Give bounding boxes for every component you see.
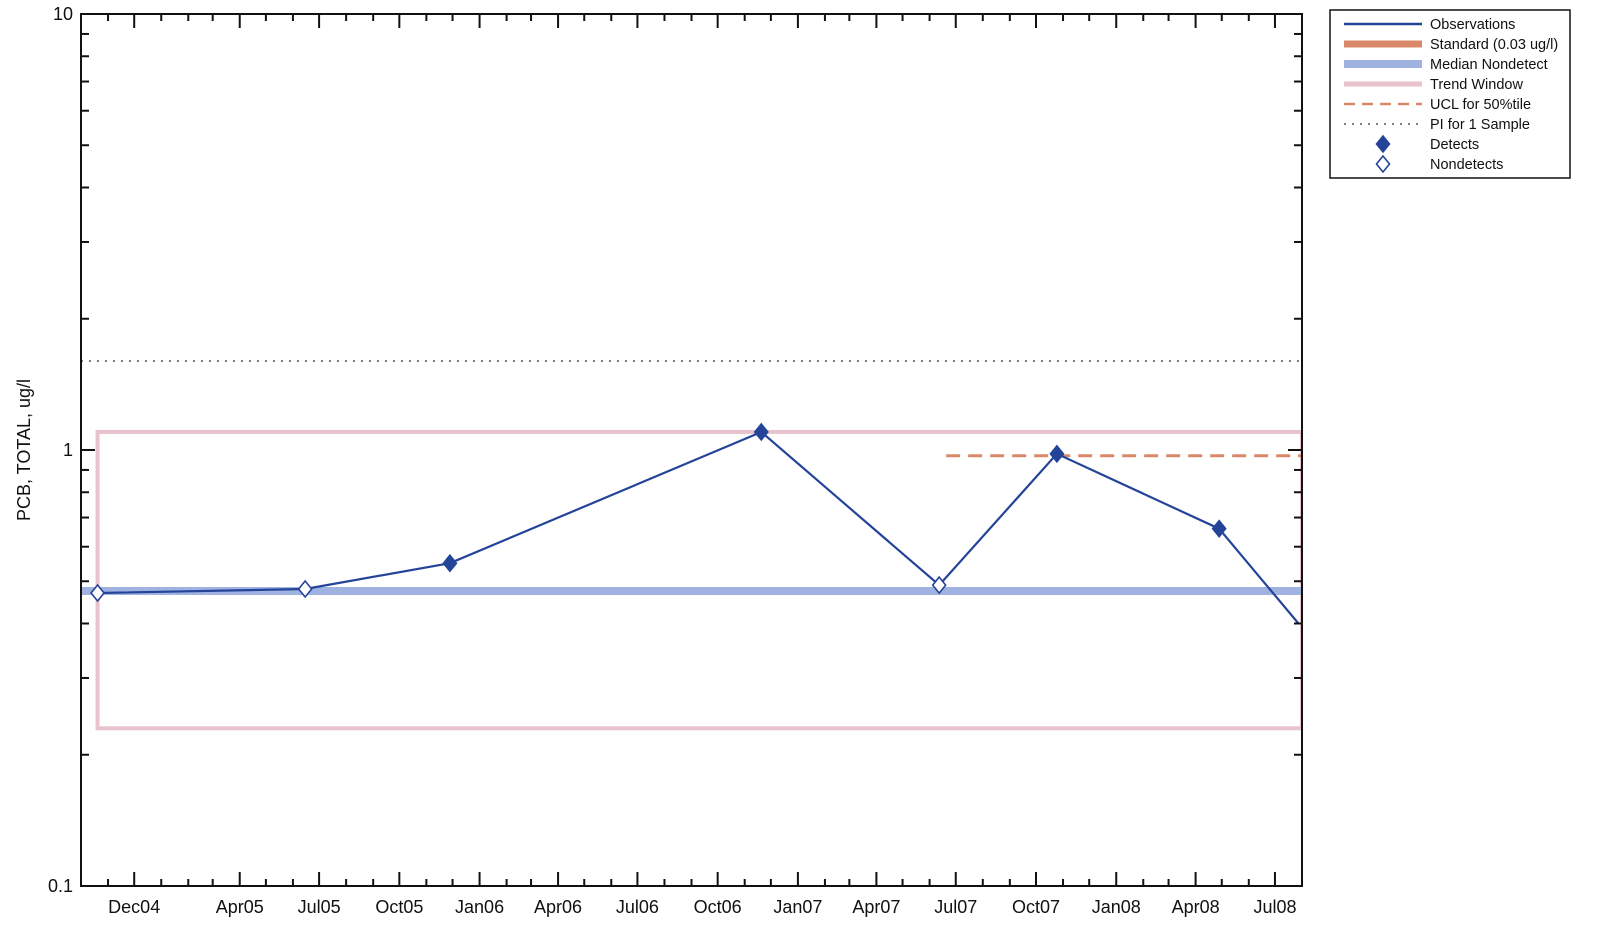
trend-window-box [95,429,1302,731]
legend-label: Trend Window [1430,77,1523,93]
legend-marker [1375,134,1391,154]
y-tick-label: 1 [63,440,73,460]
legend-label: Observations [1430,17,1515,33]
observations-line [97,430,1300,625]
x-tick-label: Jan06 [455,897,504,917]
x-tick-label: Oct05 [375,897,423,917]
x-tick-label: Dec04 [108,897,160,917]
nondetect-marker [297,579,313,599]
x-tick-label: Oct07 [1012,897,1060,917]
detect-marker [1049,444,1065,464]
nondetect-marker [931,575,947,595]
legend: Observations Standard (0.03 ug/l) Median N… [1329,9,1571,179]
legend-label: PI for 1 Sample [1430,117,1530,133]
x-tick-label: Oct06 [694,897,742,917]
y-tick-label: 10 [53,4,73,24]
legend-marker [1375,154,1391,174]
x-tick-label: Apr05 [216,897,264,917]
x-tick-label: Jul05 [298,897,341,917]
legend-label: Standard (0.03 ug/l) [1430,37,1558,53]
detect-marker [442,553,458,573]
x-tick-label: Jul08 [1253,897,1296,917]
plot-frame [80,13,1303,887]
legend-label: Median Nondetect [1430,57,1548,73]
y-tick-label: 0.1 [48,876,73,896]
legend-label: Detects [1430,137,1479,153]
y-axis-title: PCB, TOTAL, ug/l [14,379,34,521]
x-tick-label: Jul07 [934,897,977,917]
x-tick-label: Jul06 [616,897,659,917]
nondetect-marker [90,583,106,603]
legend-label: UCL for 50%tile [1430,97,1531,113]
x-tick-label: Apr08 [1172,897,1220,917]
x-tick-label: Apr07 [852,897,900,917]
legend-box [1329,9,1571,179]
x-tick-label: Jan08 [1092,897,1141,917]
x-tick-label: Jan07 [773,897,822,917]
detect-marker [1211,519,1227,538]
legend-label: Nondetects [1430,157,1503,173]
detect-marker [753,422,769,442]
x-tick-label: Apr06 [534,897,582,917]
